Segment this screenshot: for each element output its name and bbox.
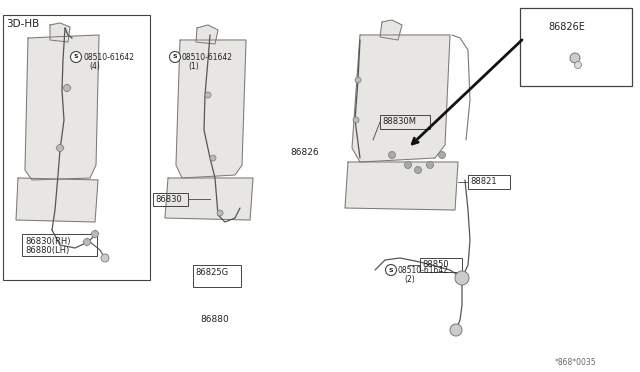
- Circle shape: [205, 92, 211, 98]
- Circle shape: [170, 51, 180, 62]
- Circle shape: [455, 271, 469, 285]
- Polygon shape: [16, 178, 98, 222]
- Circle shape: [217, 210, 223, 216]
- Text: 86826E: 86826E: [548, 22, 585, 32]
- Text: 86830: 86830: [155, 195, 182, 204]
- Circle shape: [355, 77, 361, 83]
- Text: (1): (1): [188, 62, 199, 71]
- Bar: [3, 15, 150, 280]
- Text: (4): (4): [89, 62, 100, 71]
- Polygon shape: [25, 35, 99, 180]
- Polygon shape: [380, 20, 402, 40]
- Text: (2): (2): [404, 275, 415, 284]
- Polygon shape: [165, 178, 253, 220]
- Circle shape: [83, 238, 90, 246]
- Bar: [380, 115, 430, 129]
- Text: *868*0035: *868*0035: [555, 358, 596, 367]
- Circle shape: [415, 167, 422, 173]
- Polygon shape: [345, 162, 458, 210]
- Circle shape: [404, 161, 412, 169]
- Text: 86830(RH): 86830(RH): [25, 237, 70, 246]
- Polygon shape: [176, 40, 246, 178]
- Text: 88850: 88850: [422, 260, 449, 269]
- Text: S: S: [74, 55, 78, 60]
- Circle shape: [70, 51, 81, 62]
- Bar: [193, 265, 241, 287]
- Circle shape: [570, 53, 580, 63]
- Polygon shape: [352, 35, 450, 162]
- Text: 86880(LH): 86880(LH): [25, 246, 69, 255]
- Text: S: S: [388, 267, 394, 273]
- Circle shape: [92, 231, 99, 237]
- Polygon shape: [196, 25, 218, 44]
- Text: 88821: 88821: [470, 177, 497, 186]
- Circle shape: [385, 264, 397, 276]
- Bar: [420, 258, 462, 272]
- Circle shape: [63, 84, 70, 92]
- Bar: [468, 175, 510, 189]
- Text: 08510-61642: 08510-61642: [398, 266, 449, 275]
- Circle shape: [426, 161, 433, 169]
- Text: 86825G: 86825G: [195, 268, 228, 277]
- Circle shape: [438, 151, 445, 158]
- Circle shape: [353, 117, 359, 123]
- Polygon shape: [50, 23, 70, 42]
- Bar: [520, 8, 632, 86]
- Text: 88830M: 88830M: [382, 117, 416, 126]
- Text: 86826: 86826: [290, 148, 319, 157]
- Text: S: S: [173, 55, 177, 60]
- Text: 08510-61642: 08510-61642: [83, 53, 134, 62]
- Text: 08510-61642: 08510-61642: [182, 53, 233, 62]
- Text: 86880: 86880: [200, 315, 228, 324]
- Circle shape: [450, 324, 462, 336]
- Circle shape: [56, 144, 63, 151]
- Circle shape: [575, 61, 582, 68]
- Circle shape: [388, 151, 396, 158]
- Circle shape: [210, 155, 216, 161]
- Circle shape: [101, 254, 109, 262]
- Bar: [153, 193, 188, 206]
- Text: 3D-HB: 3D-HB: [6, 19, 39, 29]
- Bar: [22, 234, 97, 256]
